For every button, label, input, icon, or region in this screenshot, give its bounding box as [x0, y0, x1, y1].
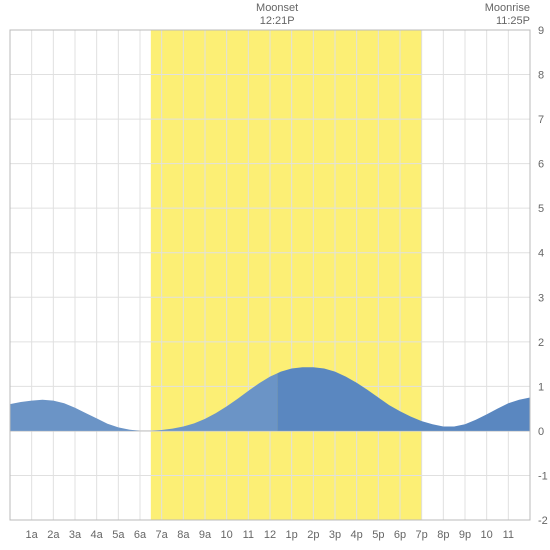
x-tick-label: 11: [243, 529, 254, 541]
x-tick-label: 1p: [286, 529, 298, 541]
x-tick-label: 4a: [91, 529, 104, 541]
y-tick-label: 7: [538, 114, 544, 126]
moonrise-label: Moonrise11:25P: [485, 2, 530, 28]
x-tick-label: 5a: [112, 529, 125, 541]
y-tick-label: -2: [538, 515, 548, 527]
event-title: Moonrise: [485, 2, 530, 15]
x-tick-label: 11: [503, 529, 514, 541]
tide-chart: -2-101234567891a2a3a4a5a6a7a8a9a1011121p…: [0, 0, 550, 550]
y-tick-label: 8: [538, 70, 544, 82]
y-tick-label: 0: [538, 426, 544, 438]
x-tick-label: 9p: [459, 529, 471, 541]
x-tick-label: 8a: [177, 529, 190, 541]
event-time: 12:21P: [237, 15, 317, 28]
x-tick-label: 2p: [307, 529, 319, 541]
daylight-band: [151, 30, 422, 520]
x-tick-label: 10: [221, 529, 233, 541]
y-tick-label: 6: [538, 159, 544, 171]
x-tick-label: 7p: [416, 529, 428, 541]
moonset-label: Moonset12:21P: [237, 2, 317, 28]
x-tick-label: 6a: [134, 529, 147, 541]
x-tick-label: 8p: [437, 529, 449, 541]
y-tick-label: -1: [538, 470, 548, 482]
y-tick-label: 1: [538, 381, 544, 393]
x-tick-label: 9a: [199, 529, 212, 541]
y-tick-label: 5: [538, 203, 544, 215]
x-tick-label: 1a: [26, 529, 39, 541]
x-tick-label: 7a: [156, 529, 169, 541]
y-tick-label: 9: [538, 25, 544, 37]
x-tick-label: 2a: [47, 529, 60, 541]
y-tick-label: 3: [538, 292, 544, 304]
event-title: Moonset: [237, 2, 317, 15]
x-tick-label: 3a: [69, 529, 82, 541]
x-tick-label: 10: [481, 529, 493, 541]
event-time: 11:25P: [485, 15, 530, 28]
x-tick-label: 3p: [329, 529, 341, 541]
x-tick-label: 5p: [372, 529, 384, 541]
x-tick-label: 12: [264, 529, 276, 541]
y-tick-label: 4: [538, 248, 544, 260]
x-tick-label: 4p: [351, 529, 363, 541]
y-tick-label: 2: [538, 337, 544, 349]
x-tick-label: 6p: [394, 529, 406, 541]
